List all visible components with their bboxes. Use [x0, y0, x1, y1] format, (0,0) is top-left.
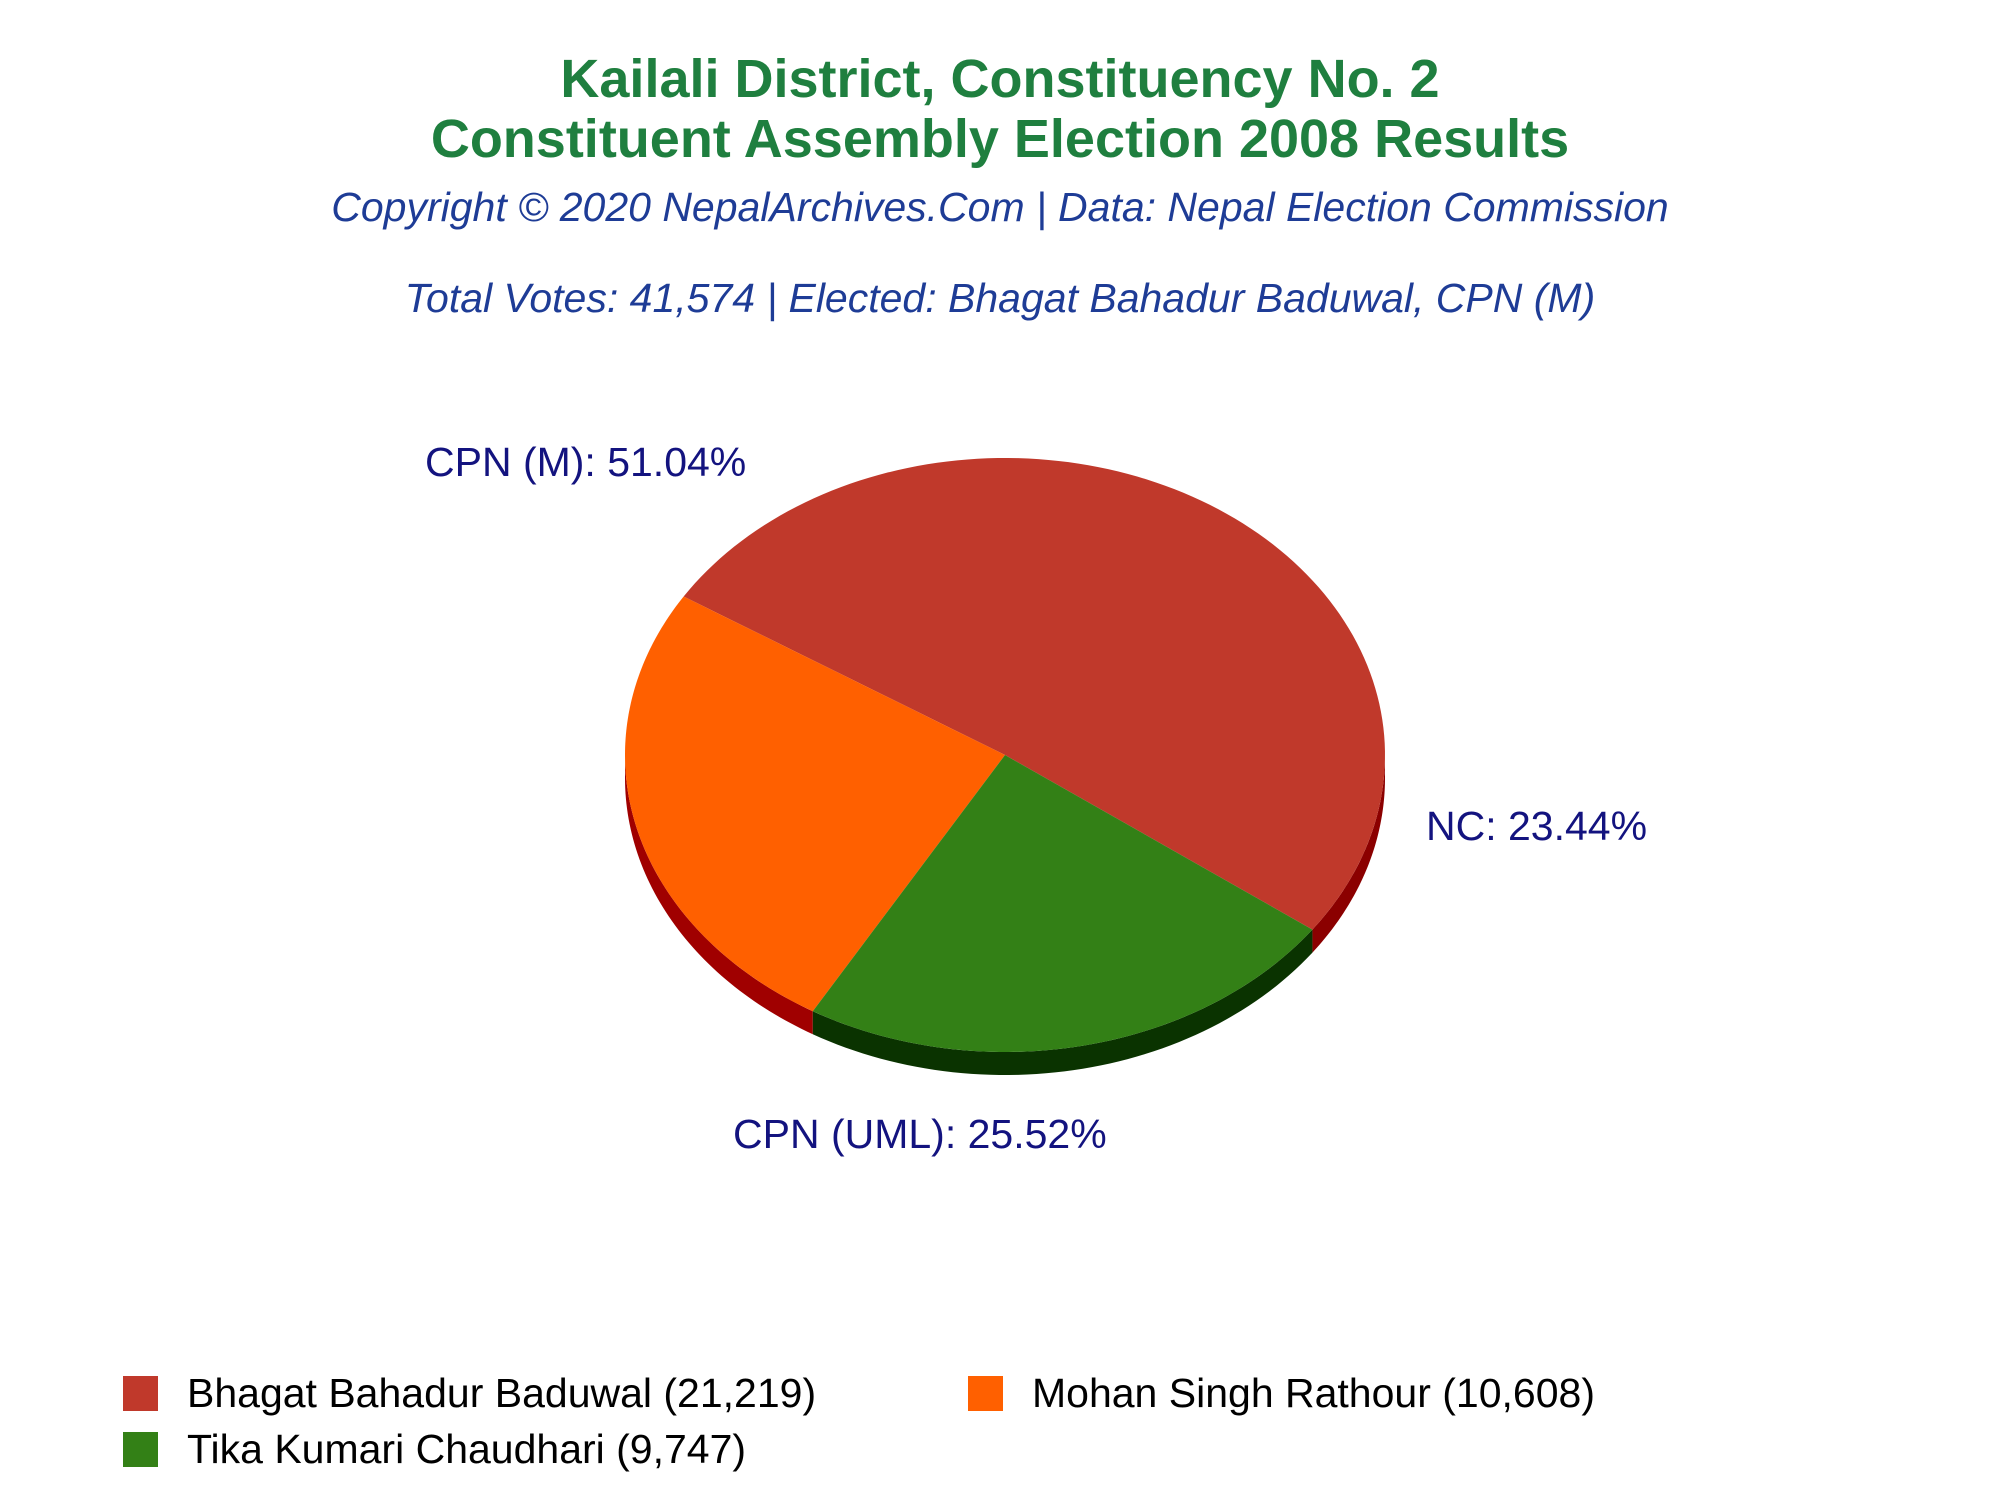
pie-side-cpn-m-b [1312, 755, 1385, 953]
legend-label-baduwal: Bhagat Bahadur Baduwal (21,219) [187, 1370, 817, 1416]
legend-label-rathour: Mohan Singh Rathour (10,608) [1032, 1370, 1595, 1416]
legend-item-chaudhari: Tika Kumari Chaudhari (9,747) [123, 1426, 746, 1473]
legend-label-chaudhari: Tika Kumari Chaudhari (9,747) [187, 1426, 747, 1472]
copyright-subtitle: Copyright © 2020 NepalArchives.Com | Dat… [331, 184, 1669, 230]
pie-labels: CPN (M): 51.04% CPN (UML): 25.52% NC: 23.4… [425, 439, 1647, 1157]
pie-side-cpn-uml [625, 755, 813, 1035]
vote-summary: Total Votes: 41,574 | Elected: Bhagat Ba… [404, 275, 1596, 321]
slice-label-cpn-uml: CPN (UML): 25.52% [733, 1111, 1107, 1157]
pie-slice-cpn-m [683, 458, 1385, 930]
legend-swatch-rathour [968, 1376, 1003, 1411]
pie-3d-side [625, 755, 1385, 1075]
pie-slice-nc [812, 755, 1313, 1052]
legend-item-rathour: Mohan Singh Rathour (10,608) [968, 1370, 1595, 1417]
pie-slice-cpn-uml [625, 596, 1005, 1012]
legend-item-baduwal: Bhagat Bahadur Baduwal (21,219) [123, 1370, 816, 1417]
legend-swatch-baduwal [123, 1376, 158, 1411]
slice-label-nc: NC: 23.44% [1426, 803, 1647, 849]
chart-title-line-1: Kailali District, Constituency No. 2 [560, 49, 1440, 109]
legend-swatch-chaudhari [123, 1432, 158, 1467]
pie-slices [625, 458, 1385, 1052]
chart-title-line-2: Constituent Assembly Election 2008 Resul… [430, 109, 1570, 169]
slice-label-cpn-m: CPN (M): 51.04% [425, 439, 746, 485]
